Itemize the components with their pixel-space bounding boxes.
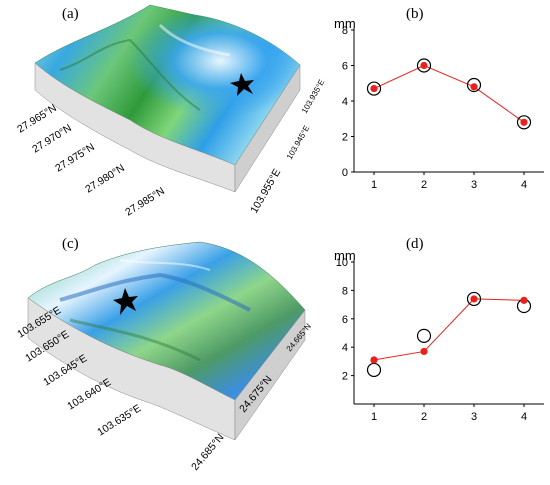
red-dot-point — [520, 118, 528, 126]
lon-label: 103.635°E — [95, 402, 143, 438]
terrain-map-c: 103.655°E 103.650°E 103.645°E 103.640°E … — [15, 241, 313, 473]
y-tick-label: 0 — [342, 167, 348, 179]
star-marker-c — [113, 288, 138, 315]
red-dot-point — [470, 83, 478, 91]
lat-label: 27.970°N — [30, 122, 74, 155]
red-dot-point — [420, 347, 428, 356]
y-tick-label: 2 — [342, 371, 348, 383]
y-tick-label: 6 — [342, 314, 348, 326]
red-dot-point — [370, 356, 378, 364]
y-axis-title: mm — [334, 20, 356, 31]
y-tick-label: 10 — [336, 257, 348, 269]
panel-label-b: (b) — [406, 6, 424, 22]
x-tick-label: 2 — [421, 179, 427, 191]
lat-label: 27.985°N — [123, 185, 167, 218]
x-tick-label: 4 — [521, 179, 527, 191]
open-circle-point — [366, 362, 382, 378]
open-circle-point — [516, 115, 532, 130]
panel-label-c: (c) — [62, 236, 79, 252]
panel-label-d: (d) — [406, 236, 424, 252]
x-tick-label: 1 — [371, 411, 377, 423]
lat-label: 27.980°N — [83, 162, 127, 195]
red-dot-point — [470, 295, 478, 303]
chart-b: mm 0 2 4 6 8 1 2 3 4 — [334, 20, 544, 191]
y-tick-label: 8 — [342, 285, 348, 297]
y-tick-label: 4 — [342, 342, 348, 354]
open-circle-point — [416, 58, 432, 73]
open-circle-point — [416, 328, 432, 343]
panel-label-a: (a) — [62, 6, 79, 22]
lon-label: 103.640°E — [65, 376, 113, 412]
lon-label: 103.945°E — [285, 124, 312, 161]
open-circle-point — [366, 81, 382, 96]
lat-label: 24.685°N — [189, 432, 226, 473]
x-tick-label: 3 — [471, 179, 477, 191]
x-tick-label: 1 — [371, 179, 377, 191]
y-tick-label: 2 — [342, 132, 348, 144]
red-dot-point — [370, 84, 378, 93]
star-marker-a — [230, 73, 254, 96]
open-circle-point — [466, 291, 482, 307]
y-tick-label: 4 — [342, 96, 348, 108]
series-line — [373, 298, 525, 361]
lon-label: 103.935°E — [300, 78, 327, 115]
open-circle-point — [466, 77, 482, 93]
x-tick-label: 3 — [471, 411, 477, 423]
lat-label: 27.975°N — [53, 141, 97, 174]
x-tick-label: 2 — [421, 411, 427, 423]
lon-label: 103.955°E — [248, 167, 283, 216]
terrain-map-a: 27.965°N 27.970°N 27.975°N 27.980°N 27.9… — [15, 4, 327, 219]
y-tick-label: 6 — [342, 61, 348, 73]
series-line — [373, 64, 525, 123]
x-tick-label: 4 — [521, 411, 527, 423]
y-tick-label: 8 — [342, 25, 348, 37]
red-dot-point — [520, 296, 528, 304]
red-dot-point — [420, 61, 428, 70]
y-axis-title: mm — [334, 252, 356, 263]
